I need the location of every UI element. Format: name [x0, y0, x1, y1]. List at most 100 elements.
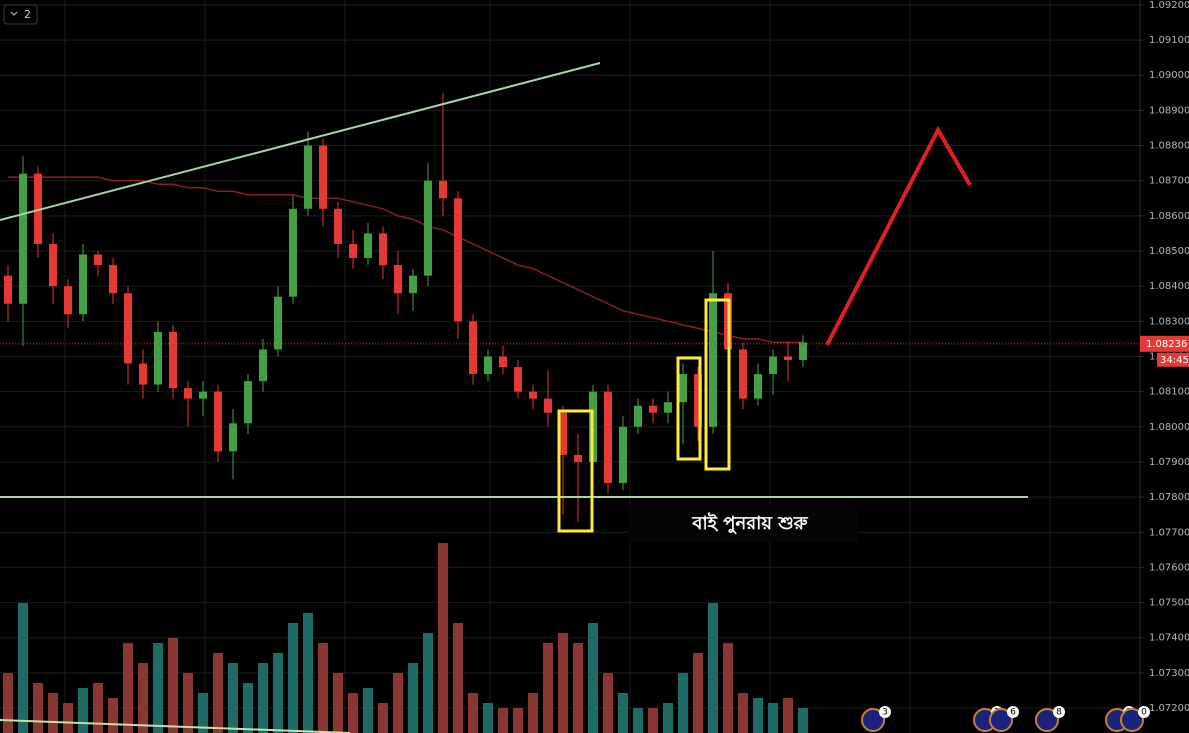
volume-bar	[63, 703, 73, 733]
y-tick-label: 1.09200	[1149, 0, 1189, 11]
volume-bar	[708, 603, 718, 733]
volume-bar	[213, 653, 223, 733]
volume-bar	[738, 693, 748, 733]
volume-trend-line	[0, 719, 351, 733]
trend-line	[0, 62, 601, 221]
volume-bar	[558, 633, 568, 733]
event-badge	[879, 706, 891, 718]
y-tick-label: 1.09100	[1149, 35, 1189, 46]
event-count: 0	[1141, 708, 1147, 718]
candle-body	[769, 356, 777, 375]
volume-bar	[678, 673, 688, 733]
candle-body	[694, 374, 702, 427]
y-tick-label: 1.07600	[1149, 562, 1189, 573]
candle-body	[679, 374, 687, 403]
y-tick-label: 1.08000	[1149, 422, 1189, 433]
volume-bar	[438, 543, 448, 733]
candle-body	[664, 402, 672, 413]
candle-body	[199, 391, 207, 399]
candle-body	[574, 454, 582, 462]
volume-bar	[798, 708, 808, 733]
candle-body	[499, 356, 507, 368]
candle-body	[259, 349, 267, 382]
annotation: বাই পুনরায় শুরু	[691, 512, 808, 534]
volume-bar	[18, 603, 28, 733]
volume-bar	[3, 673, 13, 733]
y-tick-label: 1.08800	[1149, 141, 1189, 152]
volume-bar	[138, 663, 148, 733]
volume-bar	[633, 708, 643, 733]
volume-bar	[168, 638, 178, 733]
y-tick-label: 1.07900	[1149, 457, 1189, 468]
volume-bar	[153, 643, 163, 733]
volume-bar	[93, 683, 103, 733]
event-count: 8	[1056, 708, 1062, 718]
volume-bar	[768, 703, 778, 733]
volume-bar	[573, 643, 583, 733]
candle-body	[544, 398, 552, 413]
price-axis-labels: 1.07200 1.07300 1.07400 1.07500 1.07600 1.077…	[1140, 0, 1189, 714]
candle-body	[484, 356, 492, 375]
volume-bar	[468, 693, 478, 733]
volume-bar	[423, 633, 433, 733]
y-tick-label: 1.07300	[1149, 668, 1189, 679]
volume-bar	[618, 693, 628, 733]
y-tick-label: 1.07800	[1149, 492, 1189, 503]
candle-body	[604, 391, 612, 484]
event-count: 6	[1010, 708, 1016, 718]
highlight-box	[676, 356, 702, 461]
candle-body	[289, 208, 297, 297]
y-tick-label: 1.07200	[1149, 703, 1189, 714]
candle-body	[34, 173, 42, 244]
candle-body	[4, 275, 12, 304]
pane-count: 2	[24, 8, 31, 21]
y-tick-label: 1.07400	[1149, 633, 1189, 644]
candle-body	[349, 243, 357, 259]
volume-bar	[288, 623, 298, 733]
y-tick-label: 1.08900	[1149, 105, 1189, 116]
candle-body	[649, 405, 657, 413]
candle-body	[139, 363, 147, 385]
volume-bar	[48, 693, 58, 733]
event-badge	[1138, 706, 1150, 718]
pane-button[interactable]	[3, 4, 38, 25]
candle-body	[169, 331, 177, 389]
event-badge	[1053, 706, 1065, 718]
y-tick-label: 1.08300	[1149, 316, 1189, 327]
volume-bar	[78, 688, 88, 733]
countdown-tag	[1157, 352, 1189, 367]
candle-body	[784, 356, 792, 360]
candle-body	[19, 173, 27, 304]
volume-bar	[603, 673, 613, 733]
volume-bar	[363, 688, 373, 733]
event-markers: 326820	[861, 706, 1150, 732]
volume-bar	[783, 698, 793, 733]
y-tick-label: 1.08600	[1149, 211, 1189, 222]
candle-body	[64, 286, 72, 315]
candle-body	[274, 296, 282, 350]
candle-body	[214, 391, 222, 452]
y-tick-label: 1.08100	[1149, 387, 1189, 398]
plot-layer	[0, 4, 1140, 733]
candle-body	[469, 321, 477, 375]
projection-arrow	[825, 125, 972, 346]
event-badge	[1007, 706, 1019, 718]
event-flag	[1120, 708, 1144, 732]
candle-body	[49, 243, 57, 287]
y-tick-label: 1.07500	[1149, 598, 1189, 609]
candle-body	[739, 349, 747, 399]
candle-body	[334, 208, 342, 244]
volume-bar	[378, 703, 388, 733]
candle-body	[619, 426, 627, 484]
volume-bar	[513, 708, 523, 733]
annotation-box	[628, 505, 858, 542]
event-flag	[1035, 708, 1059, 732]
volume-bar	[483, 703, 493, 733]
volume-bar	[333, 673, 343, 733]
volume-bar	[543, 643, 553, 733]
candle-body	[529, 391, 537, 399]
candle-body	[229, 423, 237, 452]
candle-body	[454, 198, 462, 322]
y-tick-label: 1.08400	[1149, 281, 1189, 292]
